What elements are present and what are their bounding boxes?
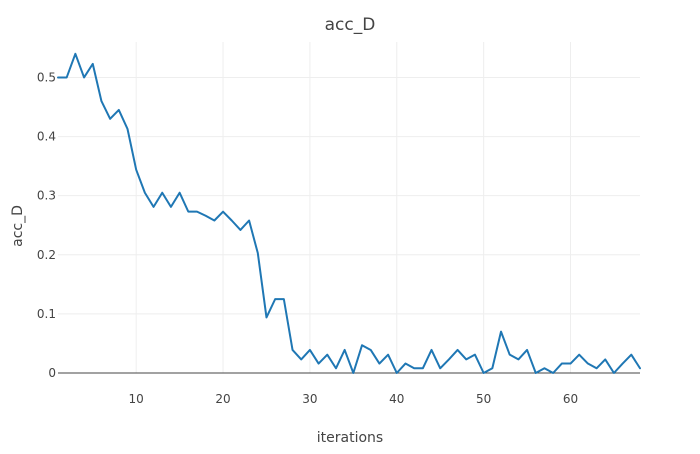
axis-layer: 10 20 30 40 50 60 0 0.1 0.2 0.3 0.4 0.5 [37,70,578,406]
y-tick-label: 0.1 [37,307,56,321]
y-axis-title: acc_D [10,205,26,247]
x-tick-label: 60 [563,392,578,406]
x-tick-label: 20 [215,392,230,406]
series-line [58,54,640,373]
grid-layer [58,42,640,373]
y-tick-label: 0.5 [37,70,56,84]
chart-title: acc_D [325,15,376,35]
x-tick-label: 50 [476,392,491,406]
x-tick-label: 10 [129,392,144,406]
x-tick-label: 40 [389,392,404,406]
x-tick-label: 30 [302,392,317,406]
x-axis-title: iterations [317,430,383,446]
y-tick-label: 0.2 [37,248,56,262]
series-layer [58,54,640,373]
y-tick-label: 0.3 [37,189,56,203]
y-tick-label: 0 [48,366,56,380]
y-tick-label: 0.4 [37,130,56,144]
